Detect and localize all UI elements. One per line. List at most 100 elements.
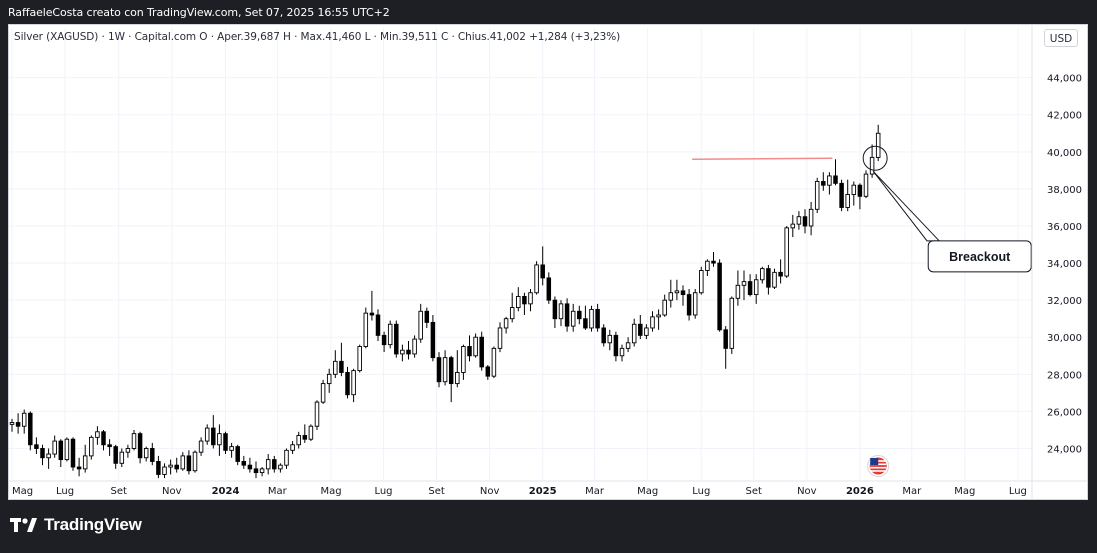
candle-body bbox=[674, 290, 680, 294]
candle-body bbox=[595, 308, 600, 329]
candle-body bbox=[204, 427, 210, 442]
us-flag-event-icon[interactable] bbox=[867, 455, 890, 477]
candle-body bbox=[357, 346, 362, 372]
candle-body bbox=[735, 284, 741, 299]
candle-body bbox=[723, 329, 728, 349]
candle-body bbox=[143, 448, 149, 459]
symbol-legend[interactable]: Silver (XAGUSD) · 1W · Capital.com O · A… bbox=[14, 31, 621, 43]
x-tick-label: Nov bbox=[162, 486, 182, 497]
candle-body bbox=[34, 444, 39, 449]
candle-body bbox=[436, 357, 442, 383]
x-tick-label: 2026 bbox=[846, 486, 874, 497]
breakout-circle bbox=[862, 145, 888, 171]
candle-body bbox=[229, 446, 234, 451]
candle-body bbox=[711, 260, 716, 264]
candle-body bbox=[314, 401, 320, 427]
y-tick-label: 42,000 bbox=[1047, 111, 1082, 122]
tradingview-logo-icon bbox=[10, 518, 37, 532]
x-tick-label: Mag bbox=[320, 486, 341, 497]
candle-body bbox=[638, 323, 643, 336]
candle-body bbox=[656, 314, 661, 318]
candle-body bbox=[784, 227, 789, 277]
x-tick-label: Set bbox=[428, 486, 445, 497]
chart-frame bbox=[8, 24, 1088, 500]
candle-body bbox=[333, 360, 338, 375]
candle-body bbox=[625, 342, 631, 349]
y-tick-label: 36,000 bbox=[1047, 222, 1082, 233]
candle-body bbox=[497, 327, 503, 349]
x-tick-label: Lug bbox=[1009, 486, 1027, 497]
candle-body bbox=[326, 373, 332, 385]
price-axis: 24,000 26,000 28,000 30,000 32,000 34,000 36,0… bbox=[1031, 25, 1082, 499]
candlestick-series bbox=[9, 124, 881, 479]
candle-body bbox=[308, 425, 314, 440]
candle-body bbox=[522, 295, 527, 305]
candle-body bbox=[631, 323, 637, 344]
breakout-label: Breackout bbox=[949, 250, 1011, 264]
resistance-line-layer bbox=[692, 157, 833, 160]
candle-body bbox=[174, 464, 179, 470]
candle-body bbox=[821, 181, 826, 186]
candle-body bbox=[448, 357, 454, 385]
currency-button[interactable]: USD bbox=[1044, 29, 1078, 47]
candle-body bbox=[52, 440, 57, 455]
candle-body bbox=[284, 449, 289, 466]
candle-body bbox=[583, 318, 588, 329]
x-tick-label: Mar bbox=[268, 486, 288, 497]
candle-body bbox=[394, 323, 399, 355]
candle-body bbox=[186, 455, 192, 472]
candle-body bbox=[198, 440, 204, 453]
candle-body bbox=[64, 438, 70, 461]
candle-body bbox=[223, 433, 228, 451]
candle-body bbox=[363, 312, 369, 347]
candle-body bbox=[668, 292, 674, 301]
y-tick-label: 28,000 bbox=[1047, 370, 1082, 381]
candle-body bbox=[869, 156, 875, 175]
candle-body bbox=[851, 184, 857, 195]
candle-body bbox=[400, 349, 405, 355]
candle-body bbox=[156, 461, 161, 475]
snapshot-caption: RaffaeleCosta creato con TradingView.com… bbox=[8, 6, 390, 19]
candle-body bbox=[95, 431, 100, 438]
y-tick-label: 30,000 bbox=[1047, 333, 1082, 344]
candle-body bbox=[302, 435, 308, 440]
y-tick-label: 24,000 bbox=[1047, 444, 1082, 455]
us-flag-stripe bbox=[870, 466, 887, 469]
x-tick-label: Nov bbox=[797, 486, 817, 497]
tradingview-logo[interactable]: TradingView bbox=[10, 515, 142, 535]
x-tick-label: 2025 bbox=[529, 486, 557, 497]
candle-body bbox=[101, 431, 106, 446]
candle-body bbox=[412, 338, 417, 355]
candle-body bbox=[241, 461, 247, 466]
candle-body bbox=[570, 310, 576, 327]
candle-body bbox=[339, 360, 344, 373]
y-tick-label: 38,000 bbox=[1047, 185, 1082, 196]
candle-body bbox=[351, 370, 356, 396]
candle-body bbox=[424, 310, 430, 323]
y-tick-label: 44,000 bbox=[1047, 74, 1082, 85]
candle-body bbox=[692, 292, 698, 316]
candle-body bbox=[747, 281, 753, 296]
candle-body bbox=[833, 175, 838, 184]
candle-body bbox=[589, 308, 594, 329]
candle-body bbox=[235, 446, 240, 462]
candle-body bbox=[650, 316, 655, 329]
resistance-line bbox=[692, 157, 833, 160]
candle-body bbox=[558, 303, 564, 320]
candle-body bbox=[540, 264, 545, 279]
candle-body bbox=[766, 268, 771, 288]
candle-body bbox=[137, 433, 143, 459]
candle-body bbox=[534, 264, 539, 294]
candle-body bbox=[699, 270, 704, 294]
candle-body bbox=[387, 323, 393, 346]
candle-body bbox=[662, 299, 667, 316]
candle-body bbox=[839, 182, 844, 208]
candle-body bbox=[473, 336, 478, 357]
candle-body bbox=[381, 334, 387, 346]
x-tick-label: Lug bbox=[692, 486, 710, 497]
candle-body bbox=[845, 194, 850, 208]
candle-body bbox=[455, 372, 460, 385]
candle-body bbox=[778, 271, 783, 277]
candle-body bbox=[82, 455, 88, 470]
